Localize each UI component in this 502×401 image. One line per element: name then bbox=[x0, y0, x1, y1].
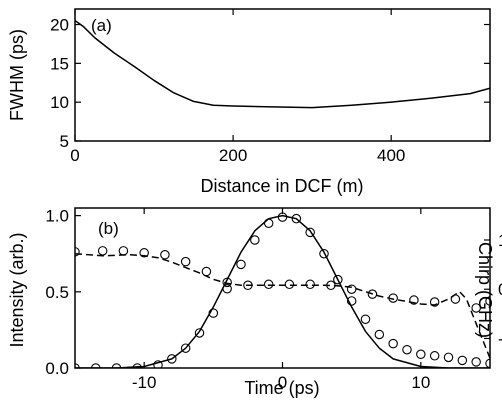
panel-b-series-2-line bbox=[75, 253, 490, 359]
panel-b-y2-axis-label: Chirp (GHz) bbox=[475, 242, 495, 338]
panel-b-y-axis-label: Intensity (arb.) bbox=[7, 232, 27, 347]
panel-b-series-1-point bbox=[222, 284, 232, 294]
panel-b-series-1-point bbox=[305, 227, 315, 238]
panel-b-series-1-point bbox=[277, 212, 288, 222]
panel-b-series-3-point bbox=[305, 279, 315, 290]
panel-b-y2-tick-label: -100 bbox=[498, 329, 502, 348]
panel-b-series-3-point bbox=[367, 289, 378, 299]
panel-b-y-tick-label: 0.5 bbox=[45, 283, 69, 302]
panel-b-series-3-point bbox=[429, 297, 440, 307]
panel-a-y-tick-label: 10 bbox=[50, 93, 69, 112]
panel-b-series-1-point bbox=[250, 235, 260, 245]
panel-b-series-3-point bbox=[222, 277, 232, 288]
panel-b-series-1-point bbox=[111, 363, 122, 368]
panel-b-series-1-point bbox=[402, 344, 412, 355]
panel-b-series-1-point bbox=[457, 355, 468, 366]
panel-a-frame bbox=[74, 8, 491, 142]
panel-b-series-1-point bbox=[429, 351, 440, 361]
panel-b-series-1-point bbox=[374, 329, 385, 340]
panel-b-series-3-point bbox=[180, 256, 191, 267]
panel-a-y-tick-label: 15 bbox=[50, 54, 69, 73]
panel-b-y2-tick-label: 0 bbox=[498, 280, 502, 299]
panel-b-series-3-point bbox=[346, 284, 357, 294]
panel-b-series-1-point bbox=[416, 349, 426, 360]
panel-a: 0 200 400 5 10 15 20 (a) Distance in DCF (m) F… bbox=[7, 8, 491, 196]
panel-b-series-3-point bbox=[243, 280, 253, 291]
panel-b-series-1-point bbox=[291, 213, 302, 224]
panel-b-y-tick-label: 1.0 bbox=[45, 207, 69, 226]
panel-b-series-3-point bbox=[139, 248, 149, 258]
panel-b-series-3-point bbox=[160, 250, 170, 260]
panel-b-series-1-point bbox=[346, 296, 357, 306]
panel-b-series-1-point bbox=[471, 357, 481, 367]
panel-b-series-1-point bbox=[167, 354, 177, 364]
panel-b-frame bbox=[74, 207, 491, 369]
panel-b-series-1-point bbox=[153, 360, 163, 368]
panel-b-series-3-point bbox=[471, 303, 481, 313]
panel-a-label: (a) bbox=[91, 16, 112, 35]
panel-b-series-1-point bbox=[263, 218, 274, 228]
panel-a-x-tick-label: 0 bbox=[70, 146, 79, 165]
panel-b-series-1-point bbox=[208, 308, 219, 318]
panel-b-series-3-point bbox=[201, 266, 212, 277]
panel-b-series-1-point bbox=[132, 363, 142, 368]
panel-b-series-1-point bbox=[485, 358, 490, 368]
panel-b-series-1-point bbox=[91, 363, 101, 368]
panel-b-series-3-point bbox=[388, 293, 398, 303]
panel-b-series-1-point bbox=[194, 328, 205, 338]
panel-b-y-tick-label: 0.0 bbox=[45, 359, 69, 378]
panel-a-series-0-line bbox=[75, 20, 490, 109]
panel-b-x-tick-label: -10 bbox=[132, 373, 157, 392]
panel-b-series-3-point bbox=[284, 279, 295, 290]
panel-b-series-1-point bbox=[333, 274, 343, 285]
panel-a-x-tick-label: 400 bbox=[377, 146, 405, 165]
panel-b-series-1-point bbox=[180, 343, 191, 353]
panel-b-series-1-point bbox=[360, 314, 371, 324]
panel-b-series-3-point bbox=[326, 280, 336, 291]
panel-b-x-axis-label: Time (ps) bbox=[244, 378, 319, 398]
panel-a-x-axis-label: Distance in DCF (m) bbox=[200, 176, 363, 196]
panel-b-series-3-point bbox=[118, 246, 129, 256]
panel-b-series-3-point bbox=[409, 295, 419, 305]
panel-b-series-3-point bbox=[75, 247, 80, 257]
panel-b-series-1-point bbox=[236, 259, 246, 270]
panel-b-x-tick-label: 10 bbox=[411, 373, 430, 392]
panel-b-series-3-point bbox=[485, 296, 490, 306]
panel-b-series-0-line bbox=[75, 214, 490, 368]
panel-a-y-axis-label: FWHM (ps) bbox=[7, 29, 27, 121]
panel-b-series-1-point bbox=[388, 338, 398, 349]
panel-a-y-tick-label: 20 bbox=[50, 16, 69, 35]
panel-b-series-3-point bbox=[97, 246, 108, 256]
panel-b-series-3-point bbox=[263, 279, 274, 290]
panel-b-label: (b) bbox=[98, 219, 119, 238]
panel-a-x-tick-label: 200 bbox=[219, 146, 247, 165]
panel-b-y2-tick-label: 100 bbox=[498, 231, 502, 250]
panel-b-x-tick-label: 0 bbox=[278, 373, 287, 392]
panel-b-series-1-point bbox=[443, 352, 454, 363]
panel-b-series-1-point bbox=[319, 248, 329, 259]
panel-a-y-tick-label: 5 bbox=[60, 132, 69, 151]
panel-b-series-3-point bbox=[450, 294, 461, 304]
panel-b-series-1-point bbox=[75, 363, 80, 368]
